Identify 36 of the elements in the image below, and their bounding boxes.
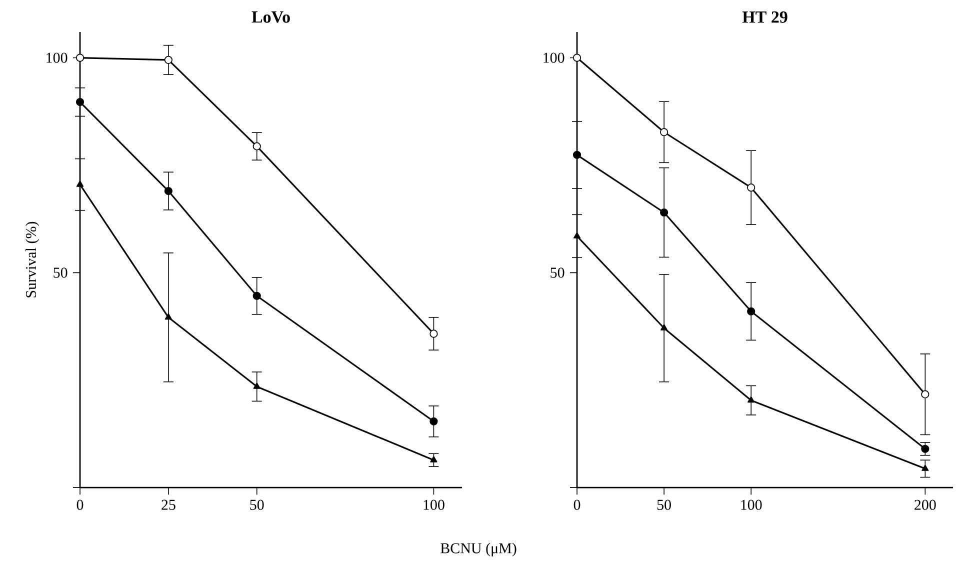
x-axis-title: BCNU (μM) [440,542,516,556]
point [747,307,756,316]
x-tick-label: 200 [914,500,936,510]
x-tick-label: 50 [657,500,671,510]
point [430,456,438,462]
point [430,330,438,338]
point [660,208,668,217]
point [76,98,84,106]
x-tick-label: 0 [76,500,84,510]
chart-title: LoVo [252,11,290,23]
y-axis-title: Survival (%) [26,222,40,298]
point [164,186,172,196]
point [76,54,84,62]
point [660,128,668,136]
point [660,324,668,330]
x-tick-label: 100 [424,500,444,510]
point [922,464,929,471]
point [572,150,582,159]
x-tick-label: 50 [250,500,264,510]
point [430,417,438,426]
x-tick-label: 0 [574,500,580,510]
point [921,390,930,398]
point [253,382,260,389]
point [573,232,581,238]
point [252,292,261,300]
point [747,184,756,192]
chart-title: HT 29 [742,11,788,23]
point [252,142,261,150]
x-tick-label: 25 [162,500,176,510]
point [572,54,582,62]
x-tick-label: 100 [741,500,762,510]
point [164,313,172,320]
point [748,396,755,403]
point [921,444,930,453]
point [164,56,172,64]
point [76,180,84,187]
